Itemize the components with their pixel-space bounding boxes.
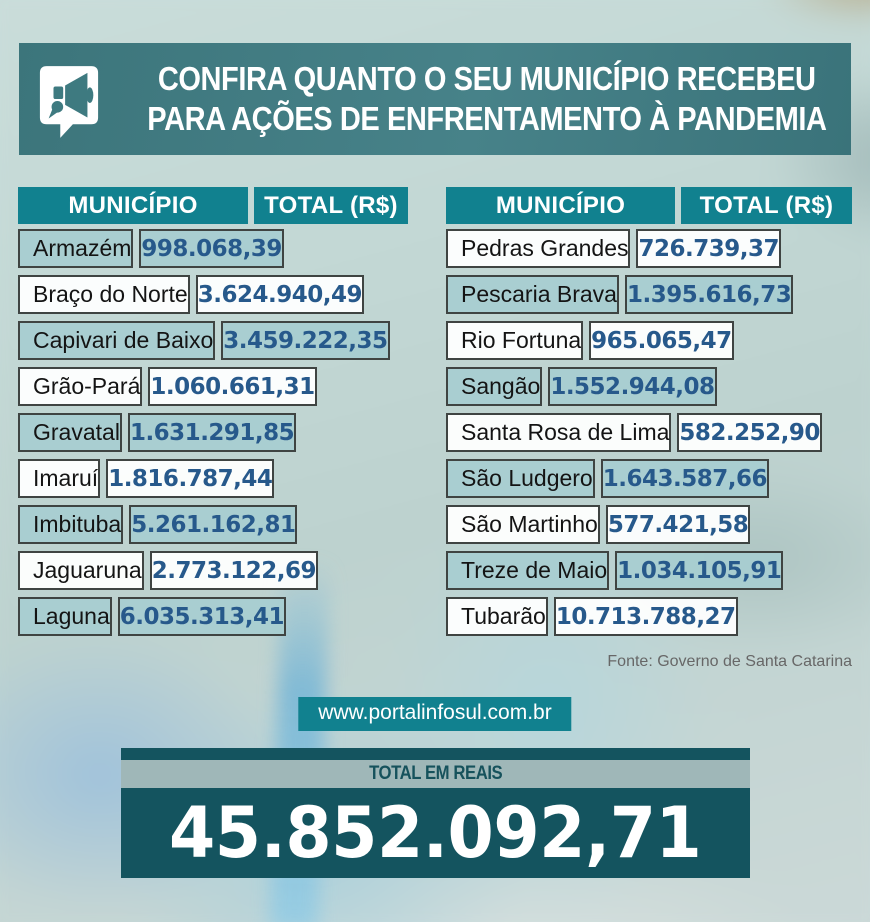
table-row: Rio Fortuna 965.065,47	[446, 321, 852, 360]
municipality-cell: Pescaria Brava	[446, 275, 619, 314]
grand-total-label: TOTAL EM REAIS	[121, 760, 750, 788]
source-note: Fonte: Governo de Santa Catarina	[607, 653, 852, 670]
table-row: Armazém 998.068,39	[18, 229, 408, 268]
municipality-cell: Grão-Pará	[18, 367, 143, 406]
municipality-cell: Imaruí	[18, 459, 101, 498]
total-cell: 5.261.162,81	[129, 505, 298, 544]
municipalities-table-right: MUNICÍPIO TOTAL (R$) Pedras Grandes 726.…	[446, 187, 852, 643]
table-row: São Ludgero 1.643.587,66	[446, 459, 852, 498]
table-row: Tubarão 10.713.788,27	[446, 597, 852, 636]
municipality-cell: Tubarão	[446, 597, 548, 636]
table-row: Sangão 1.552.944,08	[446, 367, 852, 406]
megaphone-speech-bubble-icon	[39, 66, 99, 138]
total-cell: 1.552.944,08	[548, 367, 717, 406]
municipality-cell: Gravatal	[18, 413, 122, 452]
table-row: Pedras Grandes 726.739,37	[446, 229, 852, 268]
total-cell: 577.421,58	[605, 505, 751, 544]
table-header-row: MUNICÍPIO TOTAL (R$)	[446, 187, 852, 224]
total-cell: 1.395.616,73	[624, 275, 794, 314]
municipality-cell: Rio Fortuna	[446, 321, 584, 360]
municipality-cell: Armazém	[18, 229, 134, 268]
municipality-cell: Imbituba	[18, 505, 124, 544]
total-cell: 1.643.587,66	[600, 459, 769, 498]
municipality-cell: Treze de Maio	[446, 551, 610, 590]
total-cell: 1.060.661,31	[148, 367, 317, 406]
table-row: Grão-Pará 1.060.661,31	[18, 367, 408, 406]
table-row: Braço do Norte 3.624.940,49	[18, 275, 408, 314]
total-cell: 998.068,39	[139, 229, 284, 268]
municipality-cell: Santa Rosa de Lima	[446, 413, 672, 452]
municipality-cell: Pedras Grandes	[446, 229, 631, 268]
table-row: Treze de Maio 1.034.105,91	[446, 551, 852, 590]
total-cell: 1.631.291,85	[127, 413, 297, 452]
total-column-header: TOTAL (R$)	[254, 187, 408, 224]
grand-total-value: 45.852.092,71	[121, 788, 750, 878]
total-cell: 10.713.788,27	[553, 597, 738, 636]
page-title: CONFIRA QUANTO O SEU MUNICÍPIO RECEBEU P…	[101, 59, 870, 138]
total-cell: 726.739,37	[636, 229, 781, 268]
total-cell: 6.035.313,41	[117, 597, 286, 636]
municipality-column-header: MUNICÍPIO	[18, 187, 248, 224]
grand-total-label-text: TOTAL EM REAIS	[368, 763, 503, 784]
total-cell: 582.252,90	[677, 413, 822, 452]
municipality-cell: Capivari de Baixo	[18, 321, 216, 360]
total-cell: 3.624.940,49	[195, 275, 364, 314]
table-row: Imaruí 1.816.787,44	[18, 459, 408, 498]
total-cell: 3.459.222,35	[221, 321, 390, 360]
website-banner: www.portalinfosul.com.br	[298, 697, 572, 731]
table-row: Santa Rosa de Lima 582.252,90	[446, 413, 852, 452]
table-row: Capivari de Baixo 3.459.222,35	[18, 321, 408, 360]
table-row: Imbituba 5.261.162,81	[18, 505, 408, 544]
total-cell: 2.773.122,69	[149, 551, 318, 590]
municipality-cell: Jaguaruna	[18, 551, 144, 590]
table-row: Laguna 6.035.313,41	[18, 597, 408, 636]
table-row: Jaguaruna 2.773.122,69	[18, 551, 408, 590]
municipality-column-header: MUNICÍPIO	[446, 187, 675, 224]
municipality-cell: Laguna	[18, 597, 112, 636]
total-cell: 1.816.787,44	[106, 459, 275, 498]
table-row: São Martinho 577.421,58	[446, 505, 852, 544]
page-title-line1: CONFIRA QUANTO O SEU MUNICÍPIO RECEBEU	[158, 60, 816, 98]
table-row: Gravatal 1.631.291,85	[18, 413, 408, 452]
table-row: Pescaria Brava 1.395.616,73	[446, 275, 852, 314]
municipality-cell: São Ludgero	[446, 459, 595, 498]
municipality-cell: Sangão	[446, 367, 543, 406]
table-body: Armazém 998.068,39 Braço do Norte 3.624.…	[18, 229, 408, 636]
municipality-cell: Braço do Norte	[18, 275, 190, 314]
table-header-row: MUNICÍPIO TOTAL (R$)	[18, 187, 408, 224]
page-title-line2: PARA AÇÕES DE ENFRENTAMENTO À PANDEMIA	[147, 100, 827, 137]
grand-total-value-text: 45.852.092,71	[169, 792, 702, 874]
table-body: Pedras Grandes 726.739,37 Pescaria Brava…	[446, 229, 852, 636]
total-cell: 965.065,47	[589, 321, 734, 360]
header-banner: CONFIRA QUANTO O SEU MUNICÍPIO RECEBEU P…	[19, 43, 851, 155]
municipality-cell: São Martinho	[446, 505, 600, 544]
municipalities-table-left: MUNICÍPIO TOTAL (R$) Armazém 998.068,39 …	[18, 187, 408, 643]
total-column-header: TOTAL (R$)	[681, 187, 852, 224]
grand-total-box: TOTAL EM REAIS 45.852.092,71	[121, 748, 750, 878]
total-cell: 1.034.105,91	[615, 551, 784, 590]
